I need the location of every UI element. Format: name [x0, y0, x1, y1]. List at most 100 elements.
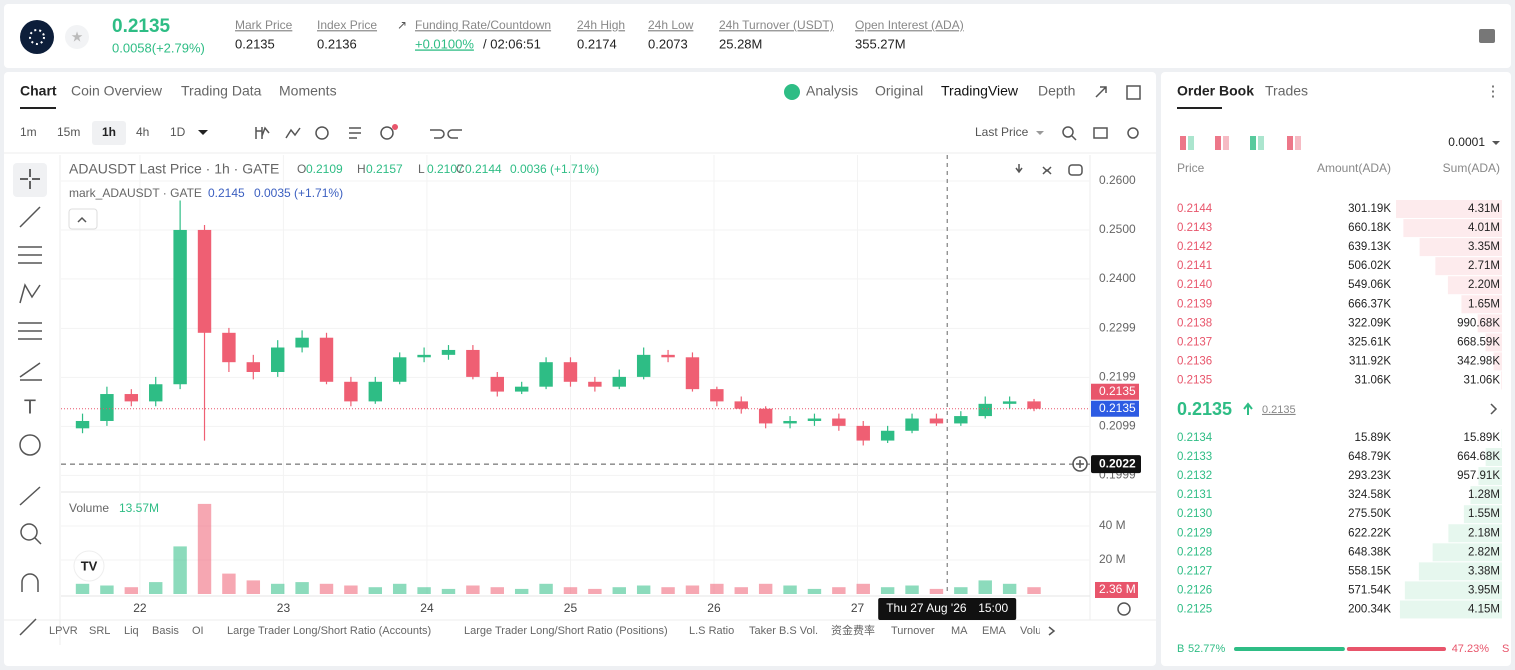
ob-price[interactable]: 0.2126 [1177, 584, 1212, 596]
indicator[interactable]: MA [951, 625, 968, 637]
ob-view-icon[interactable] [1258, 136, 1264, 150]
ob-price[interactable]: 0.2133 [1177, 451, 1212, 463]
collapse-button[interactable] [68, 208, 98, 230]
ob-price[interactable]: 0.2130 [1177, 508, 1212, 520]
crosshair-time: 15:00 [978, 601, 1008, 615]
indicator[interactable]: 资金费率 [831, 623, 875, 637]
price-type-dropdown[interactable] [1036, 131, 1044, 135]
indicator[interactable]: Large Trader Long/Short Ratio (Positions… [464, 625, 668, 637]
ob-price[interactable]: 0.2132 [1177, 470, 1212, 482]
depth-bar [1404, 581, 1502, 600]
ob-sum: 1.65M [1468, 298, 1500, 310]
view-tab[interactable]: TradingView [941, 83, 1019, 99]
favorite-button[interactable] [65, 25, 89, 49]
coin-logo-mark [29, 29, 45, 45]
mid-chevron[interactable] [1490, 403, 1498, 415]
y-tick-label: 0.2600 [1099, 173, 1136, 187]
stat-value: 0.2136 [317, 36, 357, 51]
ob-price[interactable]: 0.2131 [1177, 489, 1212, 501]
precision-dropdown[interactable] [1492, 141, 1500, 145]
indicator[interactable]: LPVR [49, 625, 78, 637]
candle-body [807, 418, 822, 421]
ob-view-icon[interactable] [1188, 136, 1194, 150]
candle-body [222, 332, 236, 363]
interval[interactable]: 4h [136, 125, 149, 139]
interval[interactable]: 1D [170, 125, 186, 139]
ob-price[interactable]: 0.2139 [1177, 298, 1212, 310]
x-tick-label: 26 [707, 601, 721, 615]
interval[interactable]: 1m [20, 125, 37, 139]
ob-view-icon[interactable] [1250, 136, 1256, 150]
chart-tab[interactable]: Moments [279, 83, 337, 99]
view-tab[interactable]: Depth [1038, 83, 1075, 99]
ob-price[interactable]: 0.2142 [1177, 241, 1212, 253]
candle-body [636, 354, 651, 377]
ob-price[interactable]: 0.2143 [1177, 222, 1212, 234]
ob-price[interactable]: 0.2125 [1177, 603, 1212, 615]
ob-price[interactable]: 0.2141 [1177, 260, 1212, 272]
ob-price[interactable]: 0.2128 [1177, 546, 1212, 558]
cursor-tool[interactable] [20, 169, 40, 189]
ob-price[interactable]: 0.2136 [1177, 355, 1212, 367]
legend-symbol: ADAUSDT Last Price · 1h · GATE [69, 161, 279, 177]
ob-price[interactable]: 0.2140 [1177, 279, 1212, 291]
indicator[interactable]: Volu [1020, 625, 1041, 637]
stat-label: Mark Price [235, 18, 293, 32]
ob-price[interactable]: 0.2134 [1177, 432, 1213, 444]
depth-bar [1432, 543, 1502, 562]
candle-body [685, 357, 700, 390]
y-tick-label: 0.2500 [1099, 222, 1136, 236]
y-tick-label: 0.2299 [1099, 321, 1136, 335]
indicator[interactable]: Liq [124, 625, 139, 637]
ob-view-icon[interactable] [1180, 136, 1186, 150]
indicator[interactable]: SRL [89, 625, 110, 637]
notes-icon[interactable] [1479, 29, 1495, 43]
chart-tab[interactable]: Trading Data [181, 83, 262, 99]
indicator[interactable]: OI [192, 625, 204, 637]
y-tick-label: 0.2099 [1099, 419, 1136, 433]
ob-price[interactable]: 0.2135 [1177, 374, 1212, 386]
ob-sum: 990.68K [1457, 317, 1500, 329]
last-price-tag [1091, 383, 1139, 400]
candle-body [661, 354, 675, 358]
ob-view-icon[interactable] [1215, 136, 1221, 150]
ob-amount: 324.58K [1348, 489, 1391, 501]
candle-body [758, 408, 773, 424]
indicator[interactable]: Taker B.S Vol. [749, 625, 818, 637]
interval[interactable]: 15m [57, 125, 80, 139]
ob-price[interactable]: 0.2137 [1177, 336, 1212, 348]
interval-dropdown[interactable] [198, 130, 208, 135]
ohlc-value: 0.2107 [427, 162, 464, 176]
indicator[interactable]: Basis [152, 625, 179, 637]
ob-precision[interactable]: 0.0001 [1448, 135, 1485, 149]
ob-view-icon[interactable] [1223, 136, 1229, 150]
crosshair-price-tag [1091, 455, 1141, 474]
indicator[interactable]: L.S Ratio [689, 625, 734, 637]
ob-tab[interactable]: Trades [1265, 83, 1308, 99]
ob-price[interactable]: 0.2138 [1177, 317, 1212, 329]
view-tab[interactable]: Analysis [806, 83, 858, 99]
interval[interactable]: 1h [102, 125, 116, 139]
indicator[interactable]: Turnover [891, 625, 935, 637]
view-tab[interactable]: Original [875, 83, 923, 99]
volume-bar [173, 546, 187, 594]
ob-price[interactable]: 0.2144 [1177, 203, 1213, 215]
text-tool[interactable]: T [24, 396, 36, 418]
more-menu[interactable]: ⋮ [1486, 83, 1501, 100]
ob-price[interactable]: 0.2127 [1177, 565, 1212, 577]
chart-tab[interactable]: Coin Overview [71, 83, 163, 99]
volume-bar [295, 582, 309, 594]
stat-value: 0.2073 [648, 36, 688, 51]
volume-bar [636, 585, 651, 594]
ob-price[interactable]: 0.2129 [1177, 527, 1212, 539]
ob-view-icon[interactable] [1287, 136, 1293, 150]
volume-bar [514, 588, 529, 594]
ob-view-icon[interactable] [1295, 136, 1301, 150]
indicator[interactable]: EMA [982, 625, 1007, 637]
chart-tab[interactable]: Chart [20, 83, 57, 99]
ob-tab[interactable]: Order Book [1177, 83, 1254, 99]
indicator[interactable]: Large Trader Long/Short Ratio (Accounts) [227, 625, 431, 637]
ob-amount: 660.18K [1348, 222, 1391, 234]
price-type[interactable]: Last Price [975, 125, 1029, 139]
ob-amount: 322.09K [1348, 317, 1391, 329]
